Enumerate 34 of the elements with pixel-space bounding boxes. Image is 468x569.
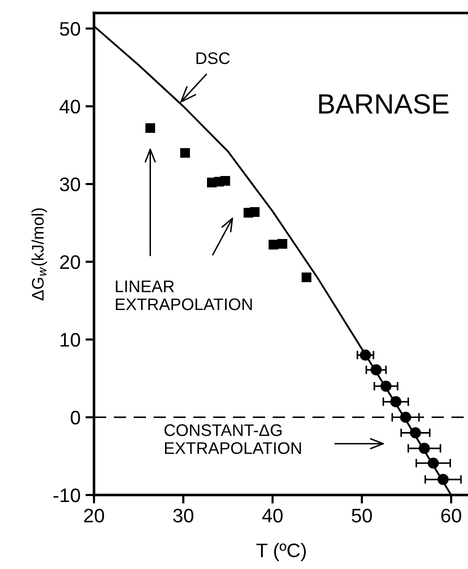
x-tick-label: 50: [352, 508, 372, 522]
point: [302, 272, 312, 282]
point: [400, 412, 412, 423]
annotation: DSC: [196, 52, 230, 64]
point: [410, 427, 421, 438]
y-tick-label: 40: [60, 100, 80, 114]
point: [180, 148, 190, 158]
x-axis-title: T (ºC): [256, 542, 306, 562]
annotation: BARNASE: [319, 94, 448, 114]
x-tick-label: 40: [262, 508, 283, 522]
point: [268, 240, 278, 250]
y-axis-title: ΔG$_{w}$(kJ/mol): [31, 208, 48, 300]
point: [250, 207, 260, 217]
point: [145, 123, 156, 133]
y-tick-label: 30: [60, 178, 80, 192]
point: [380, 380, 392, 392]
y-tick-label: -10: [54, 488, 80, 502]
point: [390, 396, 402, 408]
x-tick-label: 20: [84, 508, 104, 522]
point: [418, 442, 430, 454]
point: [220, 176, 230, 186]
point: [278, 239, 288, 249]
annotation: LINEAR EXTRAPOLATION: [116, 280, 252, 310]
y-tick-label: 10: [60, 332, 80, 347]
y-tick-label: 50: [60, 22, 80, 36]
point: [370, 364, 382, 376]
point: [438, 474, 449, 486]
x-tick-label: 60: [441, 508, 462, 522]
annotation: CONSTANT-ΔG EXTRAPOLATION: [164, 424, 301, 454]
point: [428, 458, 439, 469]
point: [360, 350, 371, 361]
x-tick-label: 30: [173, 508, 194, 522]
y-tick-label: 20: [60, 255, 80, 270]
y-tick-label: 0: [70, 410, 80, 424]
